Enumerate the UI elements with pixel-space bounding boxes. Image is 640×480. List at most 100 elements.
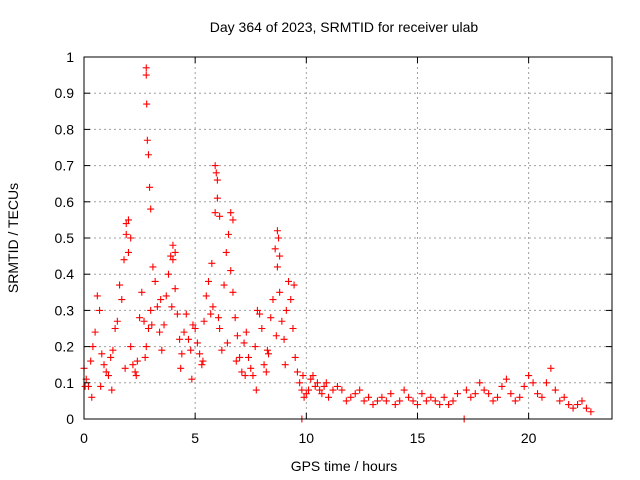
data-point [142, 64, 150, 72]
data-point [220, 281, 228, 289]
data-point [467, 393, 475, 401]
data-point [560, 393, 568, 401]
data-point [271, 245, 279, 253]
y-tick-label: 0.1 [55, 375, 75, 391]
data-point [427, 393, 435, 401]
data-point [169, 256, 177, 264]
axes [83, 56, 613, 420]
data-point [180, 328, 188, 336]
data-point [265, 350, 273, 358]
data-point [120, 256, 128, 264]
x-tick-label: 10 [299, 430, 315, 446]
data-point [422, 397, 430, 405]
data-point [188, 375, 196, 383]
data-point [169, 241, 177, 249]
data-point [489, 397, 497, 405]
data-point [199, 357, 207, 365]
data-point [299, 372, 307, 380]
data-point [193, 339, 201, 347]
data-point [369, 401, 377, 409]
data-point [218, 346, 226, 354]
data-point [471, 390, 479, 398]
data-point [227, 267, 235, 275]
data-point [133, 357, 141, 365]
data-point [405, 393, 413, 401]
data-point [302, 390, 310, 398]
data-point [143, 100, 151, 108]
data-point [189, 321, 197, 329]
data-point [272, 332, 280, 340]
data-point [311, 382, 319, 390]
data-point [236, 353, 244, 361]
data-point [309, 372, 317, 380]
y-tick-label: 0.2 [55, 339, 75, 355]
data-point [187, 346, 195, 354]
data-point [418, 390, 426, 398]
data-point [204, 277, 212, 285]
data-point [578, 397, 586, 405]
data-point [176, 335, 184, 343]
data-point [149, 263, 157, 271]
data-point [547, 364, 555, 372]
chart-title: Day 364 of 2023, SRMTID for receiver ula… [210, 19, 479, 35]
data-point [300, 393, 308, 401]
data-point [262, 368, 270, 376]
data-point [200, 317, 208, 325]
data-point [387, 390, 395, 398]
x-tick-label: 20 [521, 430, 537, 446]
data-point [198, 361, 206, 369]
data-point [207, 310, 215, 318]
data-point [502, 375, 510, 383]
data-point [525, 372, 533, 380]
data-point [146, 183, 154, 191]
data-point [373, 397, 381, 405]
data-point [253, 306, 261, 314]
data-point [213, 176, 221, 184]
data-point [118, 296, 126, 304]
plot-frame [83, 56, 613, 420]
data-point [396, 397, 404, 405]
data-point [121, 364, 129, 372]
data-point [216, 325, 224, 332]
data-point [278, 317, 286, 325]
data-point [89, 343, 97, 351]
data-point [148, 321, 156, 329]
data-point [93, 292, 101, 300]
data-point [485, 390, 493, 398]
y-tick-label: 0.3 [55, 302, 75, 318]
data-point [136, 314, 144, 322]
data-point [238, 368, 246, 376]
data-point [144, 151, 152, 159]
data-point [127, 234, 135, 242]
data-point [256, 310, 264, 318]
data-point [356, 386, 364, 394]
data-point [298, 386, 306, 394]
data-point [215, 314, 223, 322]
data-point [229, 216, 237, 224]
data-point [88, 393, 96, 401]
data-point [498, 382, 506, 390]
data-point [96, 306, 104, 314]
data-point [480, 386, 488, 394]
data-point [240, 339, 248, 347]
data-point [229, 288, 237, 296]
data-point [285, 277, 293, 285]
data-point [476, 379, 484, 387]
data-point [551, 386, 559, 394]
y-tick-label: 0.5 [55, 230, 75, 246]
data-point [542, 379, 550, 387]
data-point [141, 353, 149, 361]
data-point [113, 317, 121, 325]
data-point [191, 325, 199, 332]
data-point [263, 346, 271, 354]
data-point [449, 397, 457, 405]
data-point [223, 339, 231, 347]
data-point [100, 361, 108, 369]
data-point [142, 71, 150, 79]
data-point [158, 346, 166, 354]
data-point [124, 248, 132, 256]
data-point [313, 379, 321, 387]
data-point [231, 314, 239, 322]
data-point [232, 357, 240, 365]
data-point [129, 361, 137, 369]
